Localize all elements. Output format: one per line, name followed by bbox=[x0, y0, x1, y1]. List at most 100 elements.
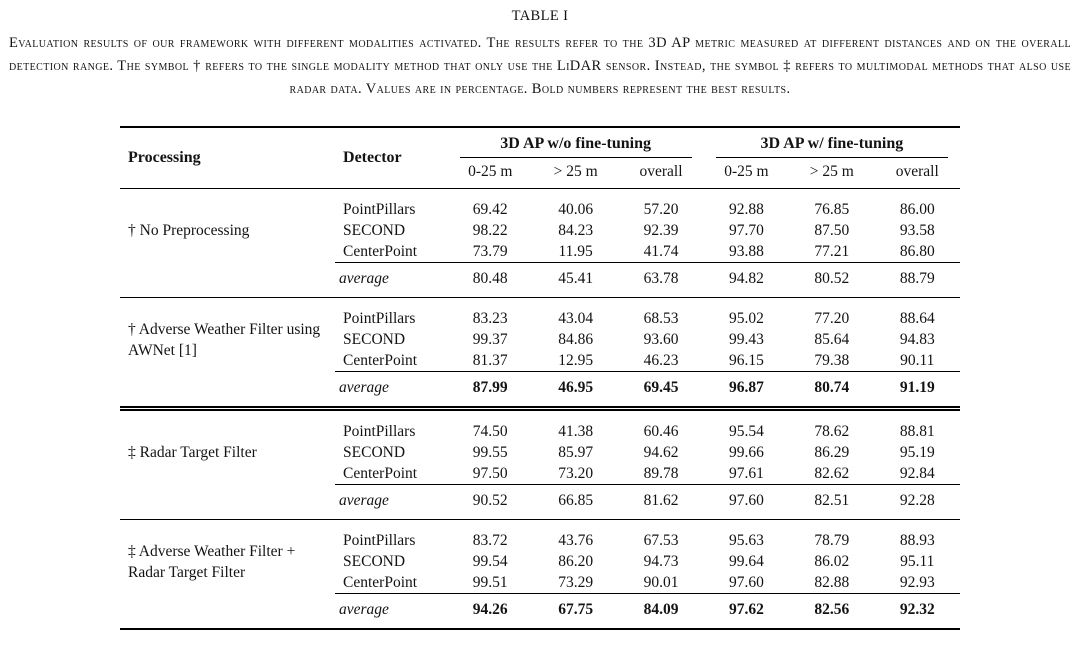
ap-value: 99.66 bbox=[729, 444, 764, 461]
ap-value: 67.53 bbox=[643, 532, 679, 549]
detector-name: PointPillars bbox=[343, 532, 416, 549]
average-label: average bbox=[335, 593, 448, 630]
ap-value: 86.20 bbox=[558, 553, 594, 570]
ap-value: 99.37 bbox=[472, 331, 508, 348]
ap-value: 99.43 bbox=[729, 331, 764, 348]
average-label: average bbox=[335, 262, 448, 298]
average-value: 81.62 bbox=[618, 484, 704, 520]
average-value: 94.82 bbox=[703, 262, 790, 298]
ap-value: 95.63 bbox=[729, 532, 764, 549]
ap-value: 41.38 bbox=[558, 423, 594, 440]
ap-value: 85.64 bbox=[814, 331, 850, 348]
ap-value: 95.19 bbox=[899, 444, 935, 461]
ap-value: 97.60 bbox=[729, 574, 764, 591]
table-row: SECOND 99.55 85.97 94.62 99.66 86.29 95.19 bbox=[120, 442, 960, 463]
ap-value: 99.51 bbox=[472, 574, 508, 591]
average-value: 66.85 bbox=[532, 484, 619, 520]
ap-value: 83.72 bbox=[472, 532, 508, 549]
ap-value: 69.42 bbox=[472, 201, 508, 218]
ap-value: 46.23 bbox=[643, 352, 679, 369]
ap-value: 77.21 bbox=[814, 243, 850, 260]
ap-value: 95.02 bbox=[729, 310, 764, 327]
sub-col-header: 0-25 m bbox=[447, 158, 533, 189]
processing-label: † No Preprocessing bbox=[128, 222, 250, 240]
processing-empty-cell bbox=[120, 484, 336, 520]
header-row-distances: 0-25 m > 25 m overall 0-25 m > 25 m overall bbox=[120, 158, 960, 189]
average-value: 92.32 bbox=[874, 593, 960, 630]
group-header-wo-finetuning-label: 3D AP w/o fine-tuning bbox=[459, 135, 692, 158]
ap-value: 81.37 bbox=[472, 352, 508, 369]
ap-value: 88.64 bbox=[899, 310, 935, 327]
col-group-w-finetuning: 3D AP w/ fine-tuning bbox=[703, 126, 960, 158]
average-value: 80.74 bbox=[789, 371, 875, 411]
detector-name: PointPillars bbox=[343, 310, 416, 327]
ap-value: 73.29 bbox=[558, 574, 594, 591]
ap-value: 86.00 bbox=[899, 201, 935, 218]
ap-value: 92.88 bbox=[729, 201, 764, 218]
ap-value: 73.79 bbox=[472, 243, 508, 260]
ap-value: 74.50 bbox=[472, 423, 508, 440]
table-title: TABLE I bbox=[511, 8, 569, 24]
ap-value: 41.74 bbox=[643, 243, 679, 260]
average-value: 96.87 bbox=[703, 371, 790, 411]
group-header-w-finetuning-label: 3D AP w/ fine-tuning bbox=[715, 135, 948, 158]
ap-value: 92.93 bbox=[899, 574, 935, 591]
results-table: Processing Detector 3D AP w/o fine-tunin… bbox=[120, 126, 960, 630]
average-value: 91.19 bbox=[874, 371, 960, 411]
average-value: 80.48 bbox=[447, 262, 533, 298]
processing-label: ‡ Radar Target Filter bbox=[128, 444, 257, 462]
ap-value: 82.88 bbox=[814, 574, 850, 591]
col-header-processing: Processing bbox=[120, 126, 336, 189]
table-row: CenterPoint 81.37 12.95 46.23 96.15 79.38 90.1… bbox=[120, 350, 960, 372]
ap-value: 93.60 bbox=[643, 331, 679, 348]
average-label: average bbox=[335, 371, 448, 411]
processing-empty-cell bbox=[120, 262, 336, 298]
average-value: 88.79 bbox=[874, 262, 960, 298]
ap-value: 96.15 bbox=[729, 352, 764, 369]
table-row: SECOND 99.37 84.86 93.60 99.43 85.64 94.83 bbox=[120, 329, 960, 350]
ap-value: 85.97 bbox=[558, 444, 594, 461]
detector-name: CenterPoint bbox=[343, 465, 418, 482]
sub-col-header: 0-25 m bbox=[703, 158, 790, 189]
ap-value: 93.88 bbox=[729, 243, 764, 260]
table-row: CenterPoint 73.79 11.95 41.74 93.88 77.21 86.8… bbox=[120, 241, 960, 263]
average-value: 69.45 bbox=[618, 371, 704, 411]
ap-value: 90.01 bbox=[643, 574, 679, 591]
average-value: 67.75 bbox=[532, 593, 619, 630]
ap-value: 86.02 bbox=[814, 553, 850, 570]
ap-value: 43.76 bbox=[558, 532, 594, 549]
detector-name: CenterPoint bbox=[343, 352, 418, 369]
processing-empty-cell bbox=[120, 593, 336, 630]
ap-value: 89.78 bbox=[643, 465, 679, 482]
ap-value: 79.38 bbox=[814, 352, 850, 369]
table-row: SECOND 99.54 86.20 94.73 99.64 86.02 95.11 bbox=[120, 551, 960, 572]
average-row: average 90.52 66.85 81.62 97.60 82.51 92.28 bbox=[120, 484, 960, 520]
average-value: 82.56 bbox=[789, 593, 875, 630]
processing-empty-cell bbox=[120, 371, 336, 411]
table-row: † No Preprocessing PointPillars 69.42 40.06… bbox=[120, 189, 960, 239]
ap-value: 93.58 bbox=[899, 222, 935, 239]
ap-value: 90.11 bbox=[900, 352, 935, 369]
average-row: average 94.26 67.75 84.09 97.62 82.56 92.32 bbox=[120, 593, 960, 630]
ap-value: 94.62 bbox=[643, 444, 679, 461]
average-value: 80.52 bbox=[789, 262, 875, 298]
ap-value: 76.85 bbox=[814, 201, 850, 218]
ap-value: 98.22 bbox=[472, 222, 508, 239]
table-caption: Evaluation results of our framework with… bbox=[9, 35, 1071, 97]
ap-value: 99.55 bbox=[472, 444, 508, 461]
ap-value: 43.04 bbox=[558, 310, 594, 327]
average-row: average 80.48 45.41 63.78 94.82 80.52 88.79 bbox=[120, 262, 960, 298]
detector-name: SECOND bbox=[343, 331, 406, 348]
ap-value: 86.80 bbox=[899, 243, 935, 260]
ap-value: 78.79 bbox=[814, 532, 850, 549]
table-row: CenterPoint 99.51 73.29 90.01 97.60 82.88 92.9… bbox=[120, 572, 960, 594]
ap-value: 99.64 bbox=[729, 553, 764, 570]
ap-value: 92.84 bbox=[899, 465, 935, 482]
ap-value: 97.50 bbox=[472, 465, 508, 482]
ap-value: 60.46 bbox=[643, 423, 679, 440]
detector-name: CenterPoint bbox=[343, 243, 418, 260]
ap-value: 83.23 bbox=[472, 310, 508, 327]
header-row-groups: Processing Detector 3D AP w/o fine-tunin… bbox=[120, 126, 960, 189]
detector-name: PointPillars bbox=[343, 201, 416, 218]
detector-name: SECOND bbox=[343, 444, 406, 461]
